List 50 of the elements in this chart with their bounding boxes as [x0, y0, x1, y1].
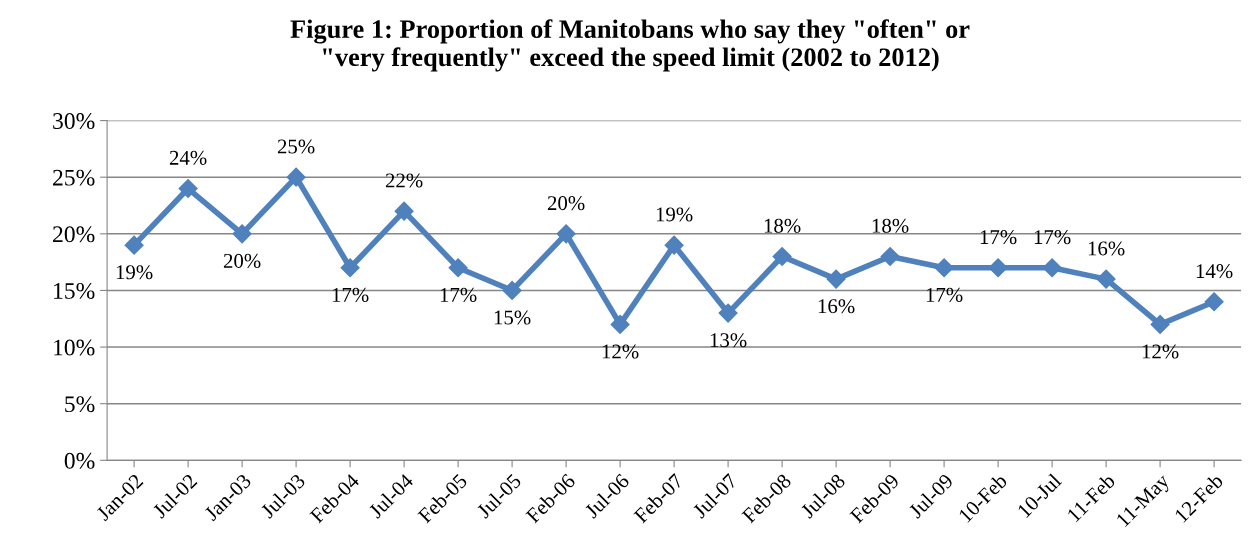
data-label: 15%	[494, 310, 531, 325]
data-label: 17%	[980, 230, 1017, 245]
y-tick-label: 20%	[53, 226, 95, 243]
point	[664, 235, 684, 255]
point	[1042, 258, 1062, 278]
data-label: 16%	[1088, 241, 1125, 256]
data-label: 17%	[1034, 230, 1071, 245]
data-label: 20%	[547, 196, 585, 211]
point	[610, 314, 630, 334]
point	[988, 258, 1008, 278]
y-tick-label: 10%	[54, 339, 95, 356]
data-label: 12%	[602, 344, 639, 359]
point	[556, 224, 576, 244]
point	[178, 178, 198, 199]
data-label: 19%	[116, 265, 153, 280]
point	[934, 258, 954, 278]
point	[1204, 292, 1224, 312]
data-label: 13%	[710, 333, 747, 348]
data-label: 16%	[818, 299, 855, 314]
data-label: 17%	[440, 287, 477, 302]
data-label: 20%	[223, 253, 261, 268]
y-tick-label: 0%	[64, 452, 95, 469]
data-label: 24%	[169, 150, 207, 165]
data-label: 19%	[656, 207, 693, 222]
data-label: 14%	[1196, 264, 1233, 279]
point	[340, 258, 360, 278]
y-tick-label: 15%	[54, 282, 95, 299]
point	[232, 224, 252, 244]
data-label: 17%	[926, 287, 963, 302]
point	[718, 303, 738, 323]
point	[826, 269, 846, 289]
point	[394, 201, 414, 221]
data-label: 22%	[385, 173, 423, 188]
y-tick-label: 5%	[65, 396, 95, 413]
data-label: 25%	[277, 139, 315, 154]
y-tick-label: 25%	[53, 169, 95, 186]
point	[124, 235, 144, 255]
data-label: 17%	[332, 287, 369, 302]
point	[1150, 314, 1170, 334]
point	[772, 246, 792, 266]
point	[286, 167, 306, 187]
point	[502, 280, 522, 300]
data-label: 12%	[1142, 344, 1179, 359]
data-label: 18%	[872, 218, 909, 233]
chart-title: Figure 1: Proportion of Manitobans who say they "often" or "very frequently" exceed the speed limit (2002 to 2012)	[290, 19, 970, 72]
point	[1096, 269, 1116, 289]
data-label: 18%	[764, 218, 801, 233]
point	[880, 246, 900, 266]
y-tick-label: 30%	[53, 113, 95, 130]
point	[448, 258, 468, 278]
